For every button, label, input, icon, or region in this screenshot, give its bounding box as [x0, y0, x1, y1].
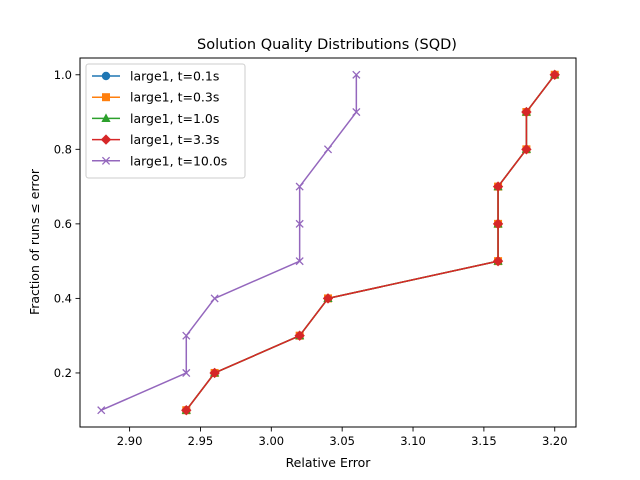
legend-marker [101, 156, 111, 165]
data-point [182, 368, 191, 378]
series-5 [97, 70, 361, 415]
y-tick-label: 0.6 [54, 217, 72, 231]
legend-marker [101, 113, 111, 122]
data-point [521, 106, 532, 118]
x-tick-label: 3.00 [259, 434, 285, 448]
y-tick-label: 1.0 [54, 68, 72, 82]
legend-item: large1, t=1.0s [92, 111, 219, 126]
legend: large1, t=0.1s large1, t=0.3s large1, t=1.… [85, 63, 246, 179]
data-point [549, 69, 560, 80]
data-point [209, 367, 220, 379]
data-point [323, 145, 333, 154]
x-tick-label: 3.10 [400, 434, 426, 448]
x-tick-label: 3.20 [542, 434, 568, 448]
series-line [100, 74, 358, 411]
x-tick-label: 2.95 [188, 434, 214, 448]
legend-marker [101, 71, 111, 81]
data-point [352, 70, 361, 79]
data-point [210, 294, 219, 303]
axis-ticks: 2.90 2.95 3.00 3.05 3.10 3.15 3.20 0.2 0.4 0.6 0.8… [54, 68, 568, 448]
legend-item: large1, t=3.3s [92, 132, 219, 147]
y-tick-label: 0.8 [54, 142, 72, 156]
x-tick-label: 2.90 [117, 434, 143, 448]
series-4 [181, 69, 560, 416]
data-point [521, 144, 532, 155]
legend-item: large1, t=0.1s [92, 69, 219, 84]
legend-marker [102, 93, 110, 102]
legend-label: large1, t=0.1s [130, 69, 219, 84]
data-point [181, 405, 192, 416]
chart-title: Solution Quality Distributions (SQD) [197, 37, 457, 53]
x-tick-label: 3.15 [471, 434, 497, 448]
data-point [492, 218, 504, 230]
legend-label: large1, t=1.0s [130, 111, 219, 126]
legend-box [85, 63, 246, 179]
y-axis-label: Fraction of runs ≤ error [27, 168, 42, 315]
data-point [295, 219, 304, 228]
data-point [294, 330, 305, 341]
y-tick-label: 0.2 [54, 366, 72, 380]
series-line [185, 74, 556, 411]
y-tick-label: 0.4 [54, 291, 72, 305]
legend-label: large1, t=3.3s [130, 132, 219, 147]
legend-label: large1, t=10.0s [130, 153, 227, 168]
data-point [492, 181, 504, 192]
data-point [492, 255, 504, 267]
legend-label: large1, t=0.3s [130, 90, 219, 105]
data-point [352, 107, 361, 117]
data-point [97, 406, 106, 415]
data-point [295, 257, 304, 266]
legend-item: large1, t=0.3s [92, 90, 219, 105]
legend-marker [100, 134, 112, 145]
plot-frame [79, 57, 577, 428]
data-point [295, 182, 304, 191]
data-point [322, 293, 334, 304]
x-axis-label: Relative Error [286, 455, 372, 470]
legend-item: large1, t=10.0s [92, 153, 227, 168]
data-point [182, 331, 191, 340]
series-layer [97, 69, 560, 416]
x-tick-label: 3.05 [329, 434, 355, 448]
